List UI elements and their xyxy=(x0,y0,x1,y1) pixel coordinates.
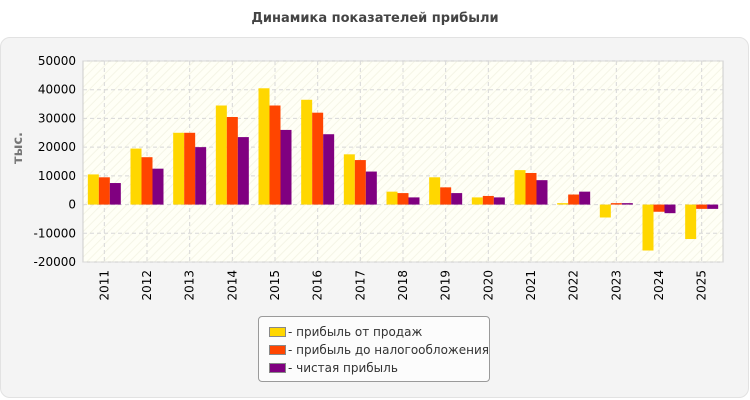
bar-2022-s1 xyxy=(568,194,580,205)
legend-item-net-profit: - чистая прибыль xyxy=(269,359,489,377)
y-tick-label: 40000 xyxy=(38,83,76,97)
bar-2014-s1 xyxy=(226,116,238,205)
bar-2020-s1 xyxy=(482,195,494,205)
bars xyxy=(87,88,719,251)
y-tick-label: 20000 xyxy=(38,140,76,154)
bar-2011-s2 xyxy=(109,183,121,205)
legend-swatch xyxy=(269,345,286,355)
bar-2011-s0 xyxy=(87,174,99,205)
bar-2011-s1 xyxy=(98,177,110,205)
axes: -20000 -10000 0 10000 20000 30000 40000 50000 20… xyxy=(33,54,708,301)
legend: - прибыль от продаж - прибыль до налогоо… xyxy=(258,316,490,382)
bar-2021-s2 xyxy=(536,180,548,205)
bar-2016-s1 xyxy=(312,112,324,205)
bar-2014-s2 xyxy=(237,137,249,205)
bar-2018-s0 xyxy=(386,191,398,205)
x-tick-label: 2011 xyxy=(97,270,111,301)
bar-2013-s2 xyxy=(195,147,207,205)
legend-label: - прибыль до налогообложения xyxy=(288,343,489,357)
bar-2012-s2 xyxy=(152,168,164,205)
bar-2024-s0 xyxy=(642,204,654,251)
bar-2020-s2 xyxy=(493,197,505,205)
y-tick-label: 30000 xyxy=(38,111,76,125)
x-tick-label: 2017 xyxy=(353,270,367,301)
bar-2013-s1 xyxy=(184,132,196,205)
y-tick-label: -10000 xyxy=(33,226,76,240)
x-tick-label: 2023 xyxy=(609,270,623,301)
bar-2021-s0 xyxy=(514,170,526,205)
x-tick-label: 2012 xyxy=(140,270,154,301)
bar-2015-s2 xyxy=(280,129,292,205)
bar-2012-s1 xyxy=(141,157,153,205)
bar-2023-s2 xyxy=(621,203,633,205)
bar-2022-s2 xyxy=(579,191,591,205)
bar-2017-s2 xyxy=(365,171,377,205)
bar-2013-s0 xyxy=(173,132,185,205)
y-tick-label: 10000 xyxy=(38,169,76,183)
legend-item-pretax-profit: - прибыль до налогообложения xyxy=(269,341,489,359)
bar-2020-s0 xyxy=(471,197,483,205)
bar-2024-s1 xyxy=(653,204,665,212)
bar-2023-s1 xyxy=(610,203,622,205)
y-tick-label: 50000 xyxy=(38,54,76,68)
bar-2014-s0 xyxy=(215,105,227,205)
legend-label: - чистая прибыль xyxy=(288,361,398,375)
bar-2012-s0 xyxy=(130,148,142,205)
bar-2019-s1 xyxy=(440,187,452,205)
x-tick-label: 2024 xyxy=(652,270,666,301)
x-tick-label: 2025 xyxy=(695,270,709,301)
bar-2018-s1 xyxy=(397,193,409,205)
chart-title: Динамика показателей прибыли xyxy=(251,11,499,26)
y-tick-label: 0 xyxy=(68,198,76,212)
x-tick-label: 2016 xyxy=(311,270,325,301)
bar-2015-s1 xyxy=(269,105,281,205)
bar-2024-s2 xyxy=(664,204,676,214)
bar-2017-s1 xyxy=(354,160,366,205)
x-tick-label: 2021 xyxy=(524,270,538,301)
y-tick-label: -20000 xyxy=(33,255,76,269)
bar-2016-s0 xyxy=(301,99,313,205)
x-tick-label: 2022 xyxy=(567,270,581,301)
bar-2022-s0 xyxy=(557,203,569,205)
legend-label: - прибыль от продаж xyxy=(288,325,423,339)
x-tick-label: 2018 xyxy=(396,270,410,301)
bar-2019-s0 xyxy=(429,177,441,205)
bar-2019-s2 xyxy=(451,193,463,205)
legend-swatch xyxy=(269,327,286,337)
bar-2016-s2 xyxy=(323,134,335,205)
x-tick-label: 2014 xyxy=(225,270,239,301)
bar-2018-s2 xyxy=(408,197,420,205)
bar-2015-s0 xyxy=(258,88,270,205)
bar-2025-s1 xyxy=(696,204,708,209)
x-tick-label: 2015 xyxy=(268,270,282,301)
x-tick-label: 2019 xyxy=(439,270,453,301)
bar-2023-s0 xyxy=(599,204,611,218)
legend-item-sales-profit: - прибыль от продаж xyxy=(269,323,489,341)
bar-2025-s2 xyxy=(707,204,719,209)
bar-2017-s0 xyxy=(343,154,355,205)
x-tick-label: 2020 xyxy=(481,270,495,301)
bar-2025-s0 xyxy=(685,204,697,240)
x-tick-label: 2013 xyxy=(183,270,197,301)
legend-swatch xyxy=(269,363,286,373)
y-axis-label: тыс. xyxy=(11,132,26,164)
bar-2021-s1 xyxy=(525,172,537,205)
